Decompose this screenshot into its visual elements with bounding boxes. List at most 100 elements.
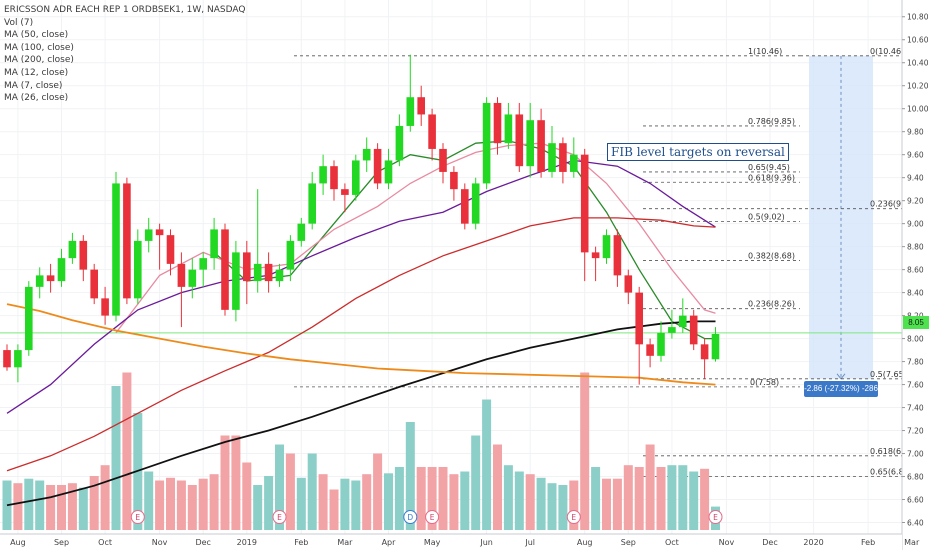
price-tick-12: 8.80: [907, 243, 924, 252]
candle-body-15: [166, 235, 175, 264]
candle-body-33: [362, 148, 371, 161]
candle-body-46: [504, 114, 513, 144]
candle-body-27: [297, 223, 306, 241]
time-tick-17: 2020: [803, 538, 823, 547]
volume-bar-55: [602, 478, 611, 530]
time-tick-7: Mar: [337, 538, 353, 547]
volume-bar-48: [525, 474, 535, 530]
volume-bar-49: [536, 477, 546, 530]
volume-bar-39: [427, 467, 437, 530]
time-tick-15: Nov: [719, 538, 735, 547]
volume-bar-29: [318, 474, 328, 530]
volume-bar-41: [449, 474, 459, 530]
event-marker-label-3: E: [430, 513, 435, 522]
time-axis[interactable]: Aug Sep Oct Nov Dec 2019 Feb Mar Apr May Jun Jul Aug…: [0, 533, 920, 550]
candle-body-61: [668, 327, 676, 333]
indicator-ma-12[interactable]: MA (12, close): [4, 67, 69, 78]
ma-line-ma50: [6, 217, 716, 472]
volume-bar-54: [591, 467, 601, 530]
last-price-tag: 8.05: [903, 316, 929, 329]
ma-line-ma100: [6, 320, 716, 507]
candle-body-64: [700, 344, 709, 360]
fib-right-label-4: 0.65(6.80): [870, 468, 912, 477]
time-tick-14: Oct: [665, 538, 679, 547]
candle-body-65: [711, 333, 720, 360]
candle-body-29: [319, 166, 327, 184]
fib-retracement[interactable]: 1(10.46) 0.786(9.85) 0.65(9.45)0.618(9.36)…: [0, 47, 917, 477]
price-tick-15: 9.40: [907, 174, 924, 183]
candle-body-24: [264, 263, 273, 282]
indicator-ma-100[interactable]: MA (100, close): [4, 42, 74, 53]
measure-range-box[interactable]: [809, 55, 873, 380]
fib-label-2: 0.65(9.45): [748, 163, 790, 172]
event-marker-5[interactable]: [708, 510, 723, 524]
volume-bar-8: [89, 476, 99, 530]
candle-body-48: [526, 120, 534, 167]
indicator-ma-7[interactable]: MA (7, close): [4, 80, 63, 91]
ma-line-ma200: [6, 303, 716, 386]
volume-bar-9: [100, 465, 110, 530]
candle-body-62: [679, 315, 687, 328]
candle-body-26: [286, 240, 295, 270]
symbol-title[interactable]: ERICSSON ADR EACH REP 1 ORDBSEK1, 1W, NA…: [4, 5, 246, 15]
volume-bar-20: [220, 435, 230, 530]
price-tick-21: 10.60: [907, 36, 929, 45]
volume-bar-56: [612, 478, 622, 530]
volume-bar-7: [78, 487, 88, 530]
candlestick-series: [3, 54, 720, 385]
volume-bar-44: [482, 399, 492, 530]
event-marker-2[interactable]: [403, 510, 418, 524]
price-tick-2: 6.80: [907, 473, 924, 482]
candle-body-58: [635, 292, 643, 345]
volume-bar-32: [351, 480, 361, 530]
candle-body-9: [101, 298, 109, 316]
indicator-ma-26[interactable]: MA (26, close): [4, 93, 69, 104]
price-tick-14: 9.20: [907, 197, 924, 206]
candle-body-60: [657, 332, 665, 356]
volume-bar-17: [187, 485, 197, 530]
fib-right-label-0: 0(10.46): [870, 47, 904, 56]
candle-body-56: [613, 235, 622, 276]
indicator-ma-50[interactable]: MA (50, close): [4, 30, 69, 41]
price-axis[interactable]: 6.406.606.807.007.207.407.607.808.008.20…: [901, 0, 932, 550]
event-marker-label-4: E: [571, 513, 576, 522]
ma-line-ma12: [115, 142, 716, 334]
event-marker-3[interactable]: [425, 510, 440, 524]
measure-label: -2.86 (-27.32%) -286: [804, 381, 878, 397]
indicator-ma-200[interactable]: MA (200, close): [4, 55, 74, 66]
candle-body-52: [570, 154, 578, 172]
volume-bar-18: [198, 478, 208, 530]
time-tick-9: May: [424, 538, 441, 547]
candle-body-7: [79, 240, 88, 270]
time-tick-16: Dec: [762, 538, 777, 547]
event-marker-4[interactable]: [566, 510, 581, 524]
volume-bar-4: [46, 485, 56, 530]
volume-bar-30: [329, 489, 339, 530]
volume-bar-36: [394, 467, 404, 530]
chart-legend: ERICSSON ADR EACH REP 1 ORDBSEK1, 1W, NA…: [4, 4, 245, 105]
candle-body-43: [471, 183, 480, 224]
volume-bar-47: [514, 471, 524, 530]
event-marker-0[interactable]: [130, 510, 145, 524]
volume-bar-61: [667, 465, 677, 530]
price-tick-13: 9.00: [907, 220, 924, 229]
volume-bar-64: [700, 468, 710, 530]
indicator-vol[interactable]: Vol (7): [4, 17, 34, 28]
event-marker-1[interactable]: [272, 510, 287, 524]
candle-body-53: [580, 154, 589, 253]
fib-target-annotation[interactable]: FIB level targets on reversal: [607, 143, 789, 161]
candle-body-38: [417, 97, 425, 115]
measure-range-fill[interactable]: [809, 55, 873, 379]
candle-body-44: [482, 102, 491, 184]
fib-right-label-2: 0.5(7.65): [870, 370, 907, 379]
candle-body-63: [689, 315, 698, 345]
candle-body-55: [602, 235, 611, 259]
candle-body-18: [199, 258, 207, 270]
volume-bar-46: [503, 465, 513, 530]
volume-bar-52: [569, 480, 579, 530]
candle-body-8: [90, 269, 98, 299]
volume-bar-63: [689, 471, 699, 530]
price-tick-17: 9.80: [907, 128, 924, 137]
